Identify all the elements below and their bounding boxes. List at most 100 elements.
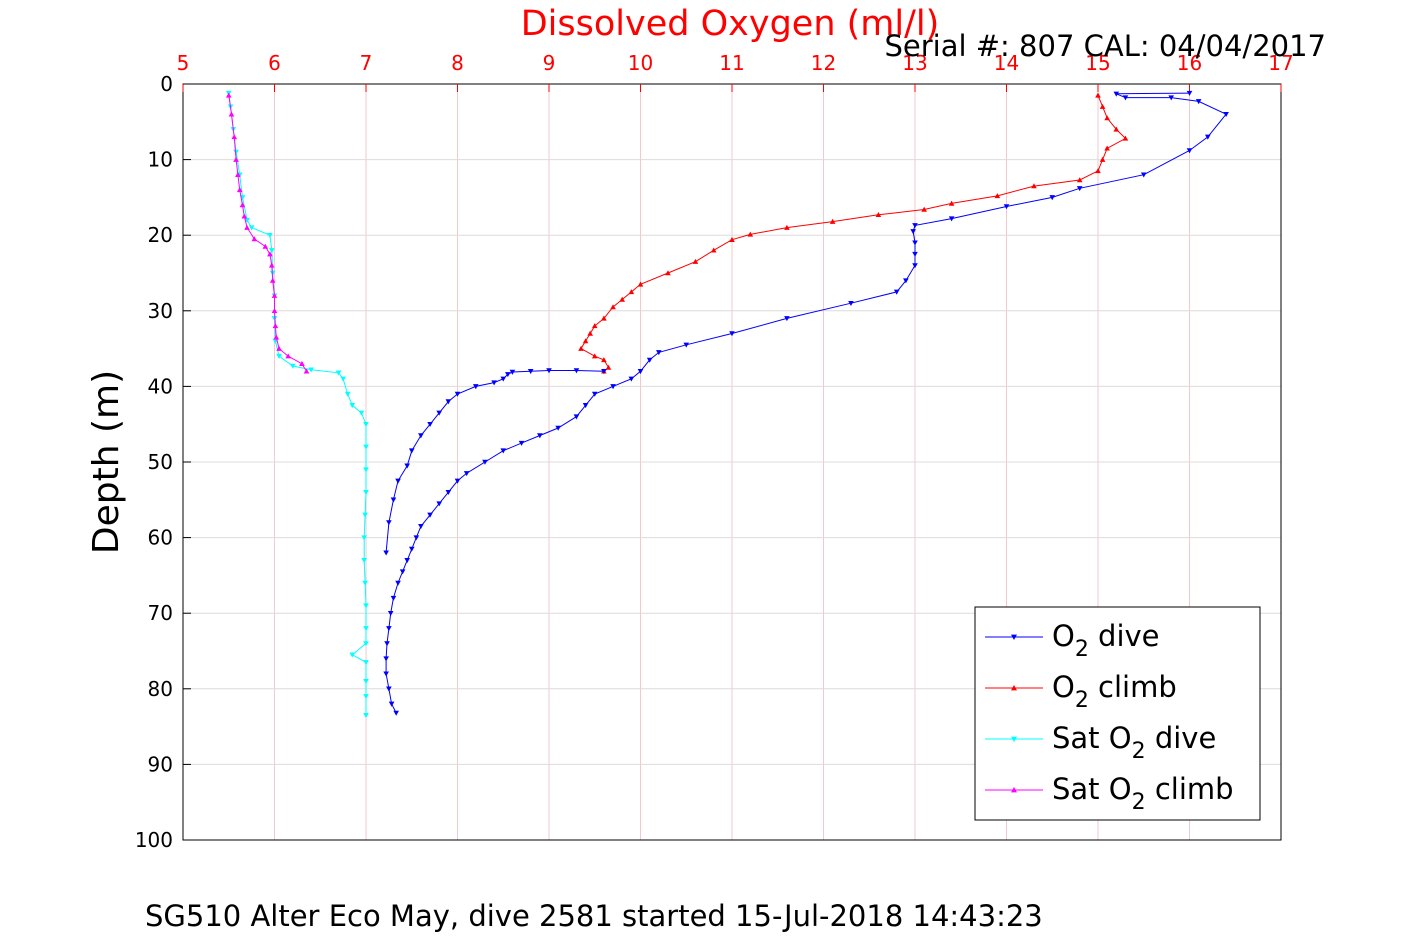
series-0-inner-branch <box>383 368 607 556</box>
y-tick-label-2: 20 <box>148 223 173 247</box>
series-2-marker-28 <box>361 558 367 564</box>
series-1-marker-8 <box>1076 177 1083 183</box>
series-1-marker-11 <box>948 200 955 206</box>
series-1-marker-23 <box>619 296 625 302</box>
series-0-marker-41 <box>427 512 433 518</box>
series-0-inner-branch-marker-3 <box>527 369 534 375</box>
series-2-marker-17 <box>335 370 342 376</box>
series-0-marker-55 <box>388 701 395 707</box>
series-1-marker-16 <box>747 231 754 237</box>
series-0-marker-45 <box>404 558 410 564</box>
series-0-inner-branch-marker-5 <box>505 372 511 378</box>
series-0-marker-13 <box>912 223 918 229</box>
y-axis-label: Depth (m) <box>86 370 127 554</box>
y-tick-label-1: 10 <box>148 148 173 172</box>
axis-ticks: 5 6 7 8 9 10 11 12 13 14 15 16 17 0 10 20 30 40 50 60 70 80 90… <box>135 51 1294 852</box>
series-1 <box>578 92 1129 374</box>
series-0-marker-39 <box>445 490 452 496</box>
series-0-marker-18 <box>903 278 909 284</box>
legend-label-1: O2 climb <box>1052 670 1177 713</box>
series-0-inner-branch-marker-19 <box>383 550 389 556</box>
series-3-marker-14 <box>271 292 278 298</box>
series-1-marker-26 <box>591 323 598 329</box>
y-tick-label-5: 50 <box>148 450 173 474</box>
series-0-marker-49 <box>387 610 394 616</box>
series-0-marker-31 <box>573 414 580 420</box>
x-tick-label-2: 7 <box>360 51 373 75</box>
series-3-marker-15 <box>271 308 278 314</box>
series-0-marker-33 <box>537 433 543 439</box>
series-0-marker-26 <box>637 369 644 375</box>
series-1-marker-28 <box>582 338 589 344</box>
series-0-marker-10 <box>1049 195 1056 201</box>
legend-label-0: O2 dive <box>1052 619 1160 662</box>
y-tick-label-4: 40 <box>148 374 173 398</box>
series-0-marker-6 <box>1205 134 1211 140</box>
series-0-marker-53 <box>383 671 389 677</box>
series-0-marker-0 <box>1186 90 1193 96</box>
series-0-marker-56 <box>393 710 399 716</box>
legend-marker-2 <box>1011 736 1017 742</box>
series-0-marker-29 <box>591 391 598 397</box>
series-0-marker-54 <box>386 686 392 692</box>
legend-box <box>974 606 1261 821</box>
series-1-marker-4 <box>1122 135 1129 141</box>
series-2-marker-20 <box>349 403 356 409</box>
series-0-marker-2 <box>1122 95 1129 101</box>
series-0-marker-1 <box>1113 91 1120 97</box>
series-3-marker-8 <box>244 224 250 230</box>
series-2-marker-15 <box>290 363 296 369</box>
series-0-inner-branch-marker-10 <box>445 399 452 405</box>
series-1-marker-5 <box>1104 145 1110 151</box>
y-tick-label-10: 100 <box>135 828 173 852</box>
series-2-marker-18 <box>340 376 346 382</box>
legend-marker-3 <box>1011 787 1017 793</box>
series-2-marker-36 <box>363 694 369 700</box>
series-0-inner-branch-marker-14 <box>408 448 415 454</box>
series-1-marker-27 <box>587 330 593 336</box>
series-0-inner-branch-marker-1 <box>573 368 580 374</box>
series-1-marker-30 <box>591 353 598 359</box>
series-3-marker-19 <box>285 353 292 359</box>
series-0-marker-11 <box>1003 204 1010 210</box>
series-0-inner-branch-marker-18 <box>386 520 392 526</box>
series-2-marker-34 <box>363 660 369 666</box>
x-tick-label-7: 12 <box>811 51 836 75</box>
series-2-marker-14 <box>276 353 282 359</box>
series-0-inner-branch-marker-8 <box>473 384 479 390</box>
series-1-marker-1 <box>1099 103 1106 109</box>
series-1-marker-21 <box>637 281 644 287</box>
series-1-marker-12 <box>921 206 927 212</box>
series-2-marker-21 <box>358 410 365 416</box>
series-2-marker-19 <box>344 391 351 397</box>
series-0-inner-branch-line <box>385 370 604 553</box>
series-0-marker-36 <box>482 459 488 465</box>
series-3-marker-3 <box>233 156 239 162</box>
series-2-marker-31 <box>363 626 369 632</box>
series-1-marker-15 <box>784 224 790 230</box>
y-tick-label-7: 70 <box>148 601 173 625</box>
series-3-marker-10 <box>262 243 269 249</box>
series-0-marker-43 <box>413 535 420 541</box>
series-3-marker-5 <box>236 187 243 193</box>
series-3 <box>225 92 310 374</box>
series-3-marker-11 <box>267 251 273 257</box>
series-3-marker-18 <box>276 345 282 351</box>
series-1-marker-19 <box>692 258 699 264</box>
series-2-marker-30 <box>363 603 369 609</box>
series-1-marker-24 <box>610 304 616 310</box>
series-0-marker-21 <box>784 316 790 322</box>
series-0-marker-38 <box>454 478 461 484</box>
series-0-marker-23 <box>683 342 690 348</box>
series-1-marker-18 <box>710 247 717 253</box>
series-0-marker-35 <box>500 448 507 454</box>
series-2 <box>225 90 369 719</box>
y-tick-label-0: 0 <box>160 72 173 96</box>
series-2-marker-9 <box>268 248 275 254</box>
series-0-marker-34 <box>518 440 525 446</box>
series-1-marker-9 <box>1031 183 1037 189</box>
series-1-marker-25 <box>601 315 607 321</box>
series-3-marker-4 <box>235 171 241 177</box>
series-1-marker-6 <box>1099 156 1106 162</box>
series-2-marker-37 <box>363 713 369 719</box>
